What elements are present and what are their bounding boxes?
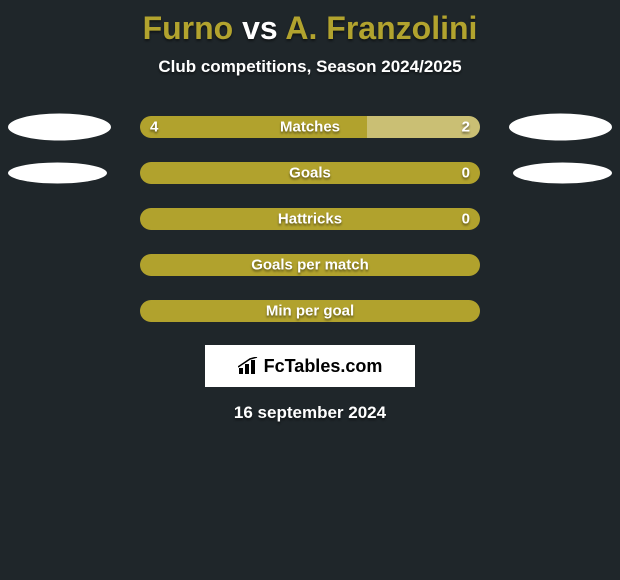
player-ellipse-right bbox=[509, 114, 612, 141]
logo-text: FcTables.com bbox=[264, 356, 383, 377]
stat-row: Min per goal bbox=[0, 299, 620, 323]
stat-label: Min per goal bbox=[140, 303, 480, 320]
stat-bar: Min per goal bbox=[140, 300, 480, 322]
stat-label: Goals bbox=[140, 165, 480, 182]
date-text: 16 september 2024 bbox=[0, 403, 620, 423]
stat-label: Matches bbox=[140, 119, 480, 136]
player-ellipse-left bbox=[8, 114, 111, 141]
barchart-icon bbox=[238, 357, 260, 375]
stat-bar: Goals per match bbox=[140, 254, 480, 276]
logo-box: FcTables.com bbox=[205, 345, 415, 387]
stat-value-right: 0 bbox=[462, 165, 470, 182]
stat-row: Goals0 bbox=[0, 161, 620, 185]
player-ellipse-right bbox=[513, 163, 612, 184]
stat-bar: Goals0 bbox=[140, 162, 480, 184]
page-title: Furno vs A. Franzolini bbox=[0, 0, 620, 47]
player-ellipse-left bbox=[8, 163, 107, 184]
logo: FcTables.com bbox=[238, 356, 383, 377]
stat-value-right: 2 bbox=[462, 119, 470, 136]
stat-row: Matches4 2 bbox=[0, 115, 620, 139]
stat-value-left: 4 bbox=[150, 119, 158, 136]
title-vs: vs bbox=[233, 10, 285, 46]
stats-container: Matches42Goals0Hattricks0Goals per match… bbox=[0, 115, 620, 323]
stat-bar: Hattricks0 bbox=[140, 208, 480, 230]
stat-label: Goals per match bbox=[140, 257, 480, 274]
stat-row: Goals per match bbox=[0, 253, 620, 277]
subtitle: Club competitions, Season 2024/2025 bbox=[0, 57, 620, 77]
title-player2: A. Franzolini bbox=[285, 10, 477, 46]
stat-row: Hattricks0 bbox=[0, 207, 620, 231]
stat-bar: Matches4 2 bbox=[140, 116, 480, 138]
title-player1: Furno bbox=[143, 10, 234, 46]
stat-label: Hattricks bbox=[140, 211, 480, 228]
stat-value-right: 0 bbox=[462, 211, 470, 228]
